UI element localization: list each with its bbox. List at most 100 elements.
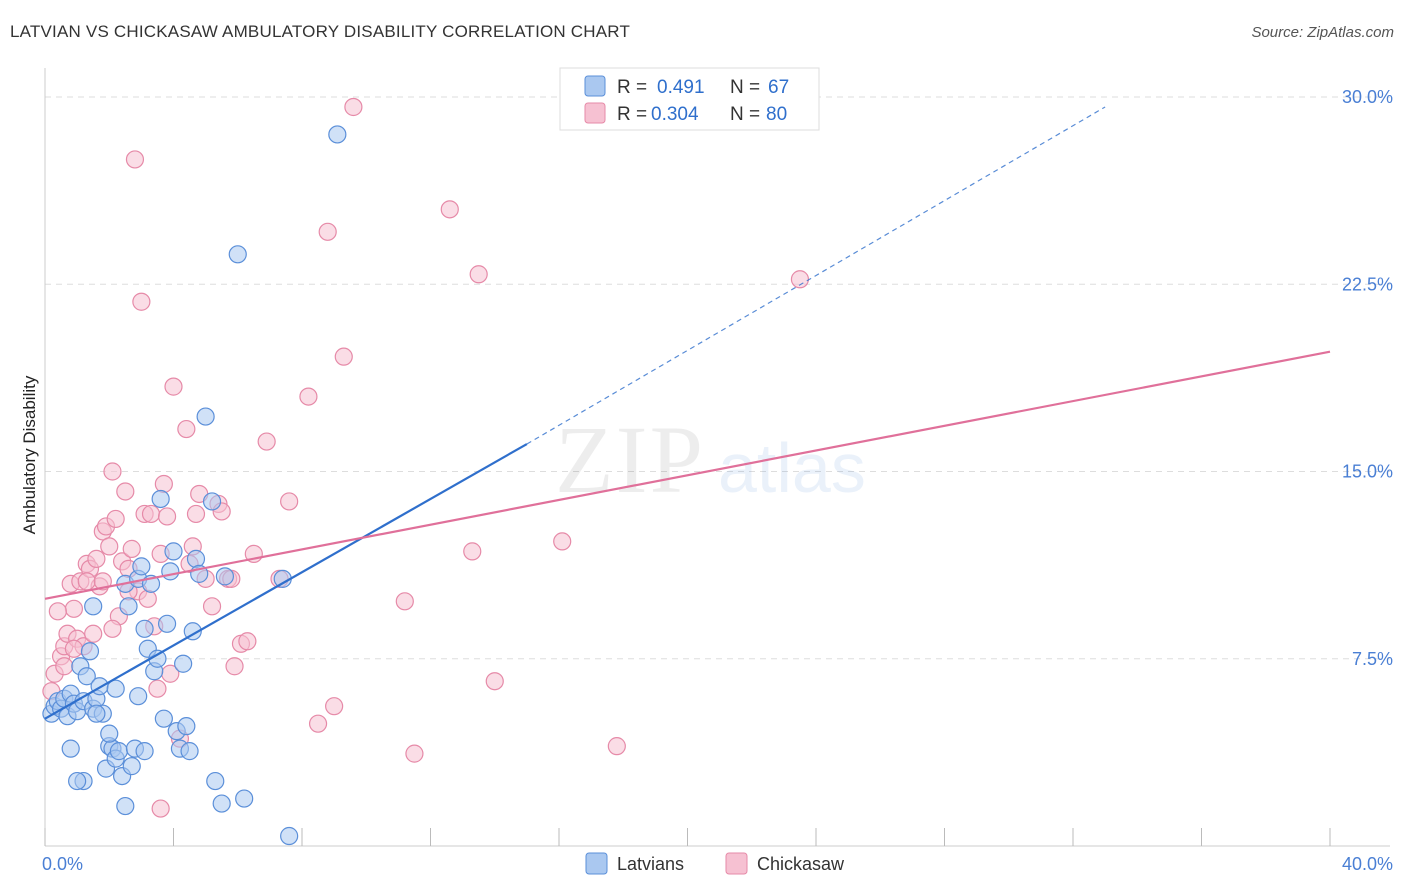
bottom-legend-swatch-latvians <box>585 852 608 875</box>
point-chickasaw <box>154 474 173 494</box>
point-latvians <box>151 489 170 509</box>
bottom-legend-swatch-chickasaw <box>725 852 748 875</box>
series-latvians-points <box>42 125 347 846</box>
point-latvians <box>157 614 177 633</box>
point-latvians <box>235 789 254 808</box>
point-latvians <box>129 687 148 706</box>
point-chickasaw <box>225 657 244 676</box>
y-axis-title: Ambulatory Disability <box>20 375 39 534</box>
point-latvians <box>196 407 215 426</box>
point-chickasaw <box>93 572 112 591</box>
point-chickasaw <box>48 602 67 621</box>
point-latvians <box>77 667 96 686</box>
point-latvians <box>328 125 347 144</box>
point-latvians <box>61 739 80 758</box>
chart-source: Source: ZipAtlas.com <box>1251 24 1394 41</box>
point-chickasaw <box>299 387 318 406</box>
point-latvians <box>228 245 247 264</box>
x-tick-label: 40.0% <box>1342 854 1393 874</box>
point-chickasaw <box>103 619 122 638</box>
point-chickasaw <box>318 222 337 241</box>
point-latvians <box>280 826 299 846</box>
point-chickasaw <box>463 542 482 561</box>
point-chickasaw <box>186 504 206 524</box>
series-chickasaw-points <box>42 97 810 818</box>
legend-r-label-latvians: R = <box>617 77 647 98</box>
point-chickasaw <box>106 509 125 529</box>
point-chickasaw <box>308 714 328 733</box>
point-chickasaw <box>84 624 103 643</box>
point-chickasaw <box>100 537 119 556</box>
point-latvians <box>119 597 138 616</box>
point-chickasaw <box>55 657 74 676</box>
bottom-legend: Latvians Chickasaw <box>585 852 845 875</box>
point-latvians <box>132 557 151 576</box>
legend-r-label-chickasaw: R = <box>617 104 647 125</box>
legend-swatch-latvians <box>584 75 606 97</box>
point-chickasaw <box>405 744 424 763</box>
point-chickasaw <box>148 679 167 698</box>
point-latvians <box>116 796 135 816</box>
point-latvians <box>180 742 199 761</box>
point-latvians <box>87 704 106 723</box>
tick-labels: 7.5% 15.0% 22.5% 30.0% 0.0% 40.0% <box>42 87 1393 874</box>
watermark-atlas: atlas <box>718 429 866 507</box>
point-chickasaw <box>395 592 414 611</box>
point-latvians <box>212 794 231 813</box>
point-latvians <box>154 709 173 728</box>
point-latvians <box>109 742 128 761</box>
legend-n-value-chickasaw: 80 <box>766 104 787 125</box>
trend-lines <box>44 106 1331 720</box>
legend-r-value-latvians: 0.491 <box>657 77 705 98</box>
x-tick-label: 0.0% <box>42 854 83 874</box>
point-chickasaw <box>485 672 504 691</box>
point-chickasaw <box>440 200 459 219</box>
point-latvians <box>202 492 222 511</box>
point-latvians <box>135 619 154 638</box>
point-chickasaw <box>141 504 161 524</box>
point-chickasaw <box>607 737 626 756</box>
point-chickasaw <box>87 549 106 568</box>
point-chickasaw <box>164 377 183 396</box>
y-tick-label: 22.5% <box>1342 274 1393 294</box>
point-latvians <box>177 717 196 736</box>
legend-n-label-latvians: N = <box>730 77 760 98</box>
point-chickasaw <box>103 462 122 481</box>
point-latvians <box>100 724 119 743</box>
y-tick-label: 15.0% <box>1342 462 1393 482</box>
point-latvians <box>161 562 180 581</box>
chart-title: LATVIAN VS CHICKASAW AMBULATORY DISABILI… <box>10 22 631 41</box>
watermark: ZIP atlas <box>555 406 866 513</box>
point-latvians <box>174 654 193 673</box>
point-chickasaw <box>469 265 488 284</box>
point-latvians <box>183 622 202 641</box>
point-chickasaw <box>122 539 141 558</box>
point-chickasaw <box>64 599 84 618</box>
point-latvians <box>215 567 234 586</box>
point-chickasaw <box>344 97 363 117</box>
point-chickasaw <box>64 639 84 658</box>
point-chickasaw <box>138 589 157 608</box>
point-chickasaw <box>125 150 145 169</box>
legend-n-label-chickasaw: N = <box>730 104 760 125</box>
y-tick-label: 7.5% <box>1352 649 1393 669</box>
point-latvians <box>84 597 103 616</box>
legend-r-value-chickasaw: 0.304 <box>651 104 699 125</box>
trend-line-latvians <box>44 443 528 720</box>
bottom-legend-label-latvians: Latvians <box>617 854 684 874</box>
point-latvians <box>135 742 154 761</box>
trend-line-chickasaw <box>44 350 1331 600</box>
point-chickasaw <box>325 697 344 716</box>
legend: R = 0.491 N = 67 R = 0.304 N = 80 <box>559 67 820 131</box>
legend-n-value-latvians: 67 <box>768 77 789 98</box>
point-chickasaw <box>238 632 257 651</box>
point-latvians <box>122 757 141 776</box>
point-chickasaw <box>553 532 572 551</box>
point-latvians <box>164 542 183 561</box>
point-chickasaw <box>157 507 177 526</box>
point-chickasaw <box>151 799 170 818</box>
bottom-legend-label-chickasaw: Chickasaw <box>757 854 845 874</box>
point-chickasaw <box>132 292 151 311</box>
y-tick-label: 30.0% <box>1342 87 1393 107</box>
point-latvians <box>186 549 206 568</box>
